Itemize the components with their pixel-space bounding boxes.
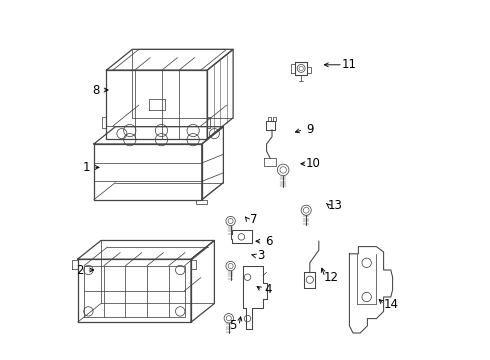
Text: 13: 13 [327,199,343,212]
Text: 5: 5 [229,319,236,332]
Text: 6: 6 [265,235,272,248]
Text: 7: 7 [250,213,258,226]
Text: 12: 12 [324,271,339,284]
Text: 4: 4 [265,283,272,296]
Text: 9: 9 [306,123,314,136]
Text: 3: 3 [258,249,265,262]
Text: 1: 1 [83,161,90,174]
Text: 2: 2 [76,264,84,276]
Text: 8: 8 [92,84,99,96]
Text: 11: 11 [342,58,357,71]
Text: 14: 14 [383,298,398,311]
Text: 10: 10 [306,157,321,170]
